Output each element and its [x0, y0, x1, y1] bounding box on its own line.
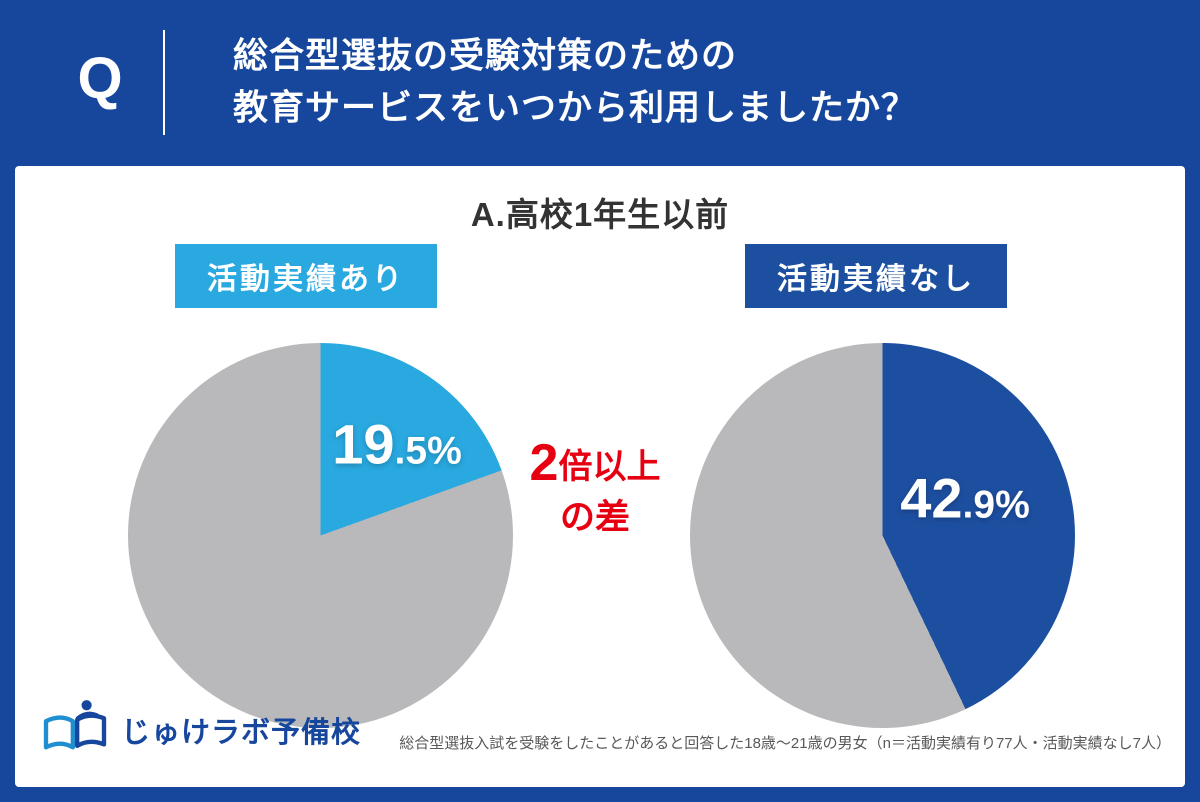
pie-value-frac: .9: [962, 483, 996, 527]
question-header: Q 総合型選抜の受験対策のための 教育サービスをいつから利用しましたか？: [0, 0, 1200, 165]
pie-value-frac: .5: [394, 429, 428, 473]
question-title-line2: 教育サービスをいつから利用しましたか？: [233, 88, 918, 128]
header-divider: [163, 30, 165, 135]
percent-sign: %: [995, 483, 1030, 527]
logo-text: じゅけラボ予備校: [121, 716, 362, 749]
jukelabo-logo: じゅけラボ予備校: [37, 698, 361, 761]
series-label-with-experience: 活動実績あり: [175, 244, 437, 308]
answer-panel: A.高校1年生以前 活動実績あり 活動実績なし 19.5% 42.9% 2倍以上…: [15, 166, 1185, 787]
jukelabo-logo-icon: [37, 698, 113, 761]
difference-number: 2: [529, 434, 559, 492]
difference-text: 倍以上: [558, 448, 661, 486]
pie-chart-without-experience: [690, 343, 1075, 728]
difference-text-line2: の差: [559, 497, 630, 537]
pie-value-int: 42: [900, 466, 963, 530]
pie-chart-with-experience: [128, 343, 513, 728]
difference-annotation: 2倍以上 の差: [475, 434, 715, 538]
question-title: 総合型選抜の受験対策のための 教育サービスをいつから利用しましたか？: [233, 30, 917, 135]
percent-sign: %: [427, 429, 462, 473]
pie-value-without-experience: 42.9%: [900, 466, 1030, 531]
question-title-line1: 総合型選抜の受験対策のための: [233, 36, 738, 75]
pie-value-int: 19: [332, 412, 395, 476]
answer-heading: A.高校1年生以前: [470, 196, 730, 233]
survey-footnote: 総合型選抜入試を受験をしたことがあると回答した18歳～21歳の男女（n＝活動実績…: [399, 735, 1171, 752]
series-label-without-experience: 活動実績なし: [745, 244, 1007, 308]
pie-value-with-experience: 19.5%: [332, 412, 462, 477]
question-q-mark: Q: [77, 46, 123, 111]
